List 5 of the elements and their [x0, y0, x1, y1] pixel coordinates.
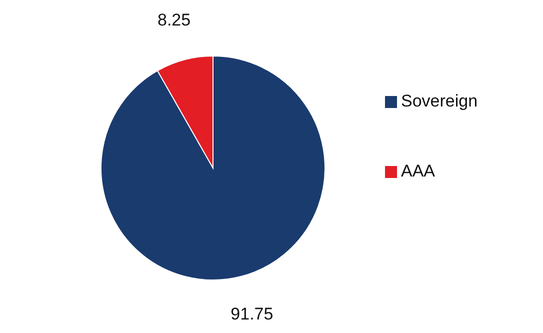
data-label: 8.25	[157, 10, 191, 30]
legend-label: Sovereign	[401, 91, 478, 110]
data-label: 91.75	[230, 304, 274, 324]
legend-label: AAA	[401, 161, 436, 180]
pie-slice	[100, 56, 326, 280]
